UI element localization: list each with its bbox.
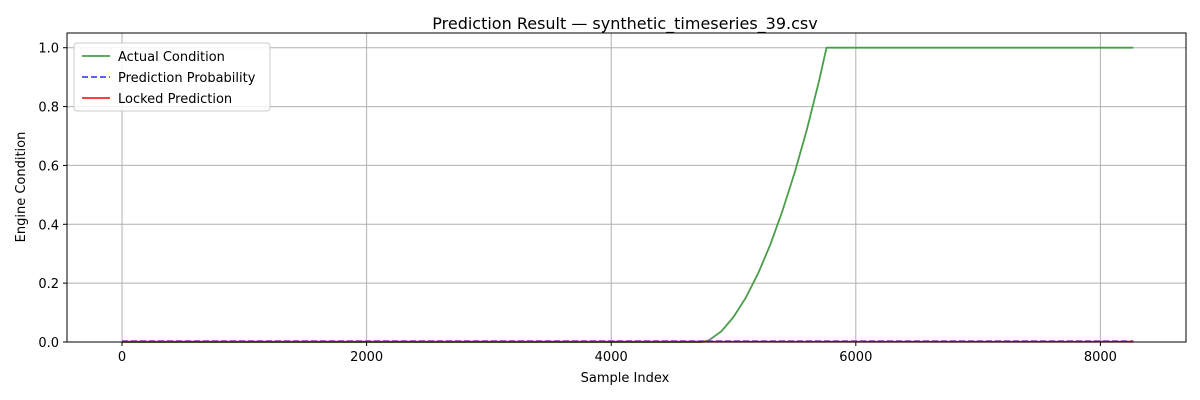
x-tick-label: 8000: [1084, 350, 1117, 365]
legend: Actual Condition Prediction Probability Lo…: [73, 42, 271, 112]
legend-label-actual-condition: Actual Condition: [118, 50, 225, 65]
y-tick-label: 0.6: [38, 159, 59, 174]
y-tick-label: 0.2: [38, 277, 59, 292]
x-axis-title: Sample Index: [581, 371, 670, 386]
y-tick-label: 1.0: [38, 42, 59, 57]
axis-ticks: 0 2000 4000 6000 8000 0.0 0.2 0.4 0.6 0.8 1.0: [38, 42, 1117, 365]
x-tick-label: 4000: [595, 350, 628, 365]
legend-label-locked-prediction: Locked Prediction: [118, 92, 232, 107]
legend-frame: [73, 42, 271, 112]
y-tick-label: 0.0: [38, 336, 59, 351]
x-tick-label: 0: [118, 350, 126, 365]
y-tick-label: 0.8: [38, 101, 59, 116]
y-axis-title: Engine Condition: [14, 132, 29, 243]
chart-title: Prediction Result — synthetic_timeseries…: [432, 14, 817, 34]
plot-frame: [66, 32, 1187, 343]
x-tick-label: 2000: [350, 350, 383, 365]
x-tick-label: 6000: [839, 350, 872, 365]
legend-label-prediction-probability: Prediction Probability: [118, 71, 256, 86]
y-tick-label: 0.4: [38, 218, 59, 233]
